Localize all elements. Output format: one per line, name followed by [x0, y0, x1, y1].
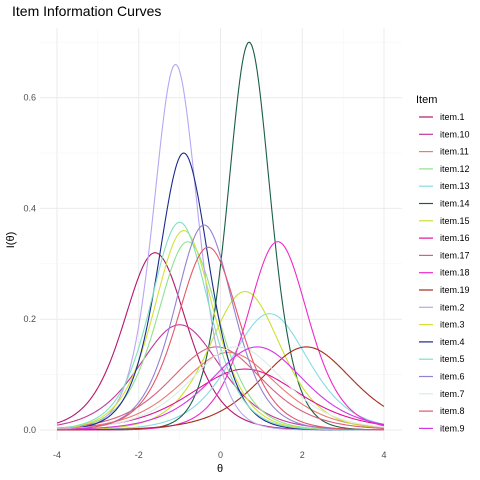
chart-title: Item Information Curves: [12, 3, 161, 19]
curve-item-9: [56, 346, 385, 431]
y-tick-label: 0.4: [23, 203, 36, 213]
y-axis-title: I(θ): [5, 232, 17, 249]
legend-label: item.5: [440, 354, 465, 364]
curve-item-7: [56, 346, 385, 430]
y-tick-label: 0.0: [23, 425, 36, 435]
legend-label: item.3: [440, 320, 465, 330]
grid: [40, 28, 402, 440]
legend-label: item.19: [440, 285, 470, 295]
legend-label: item.13: [440, 181, 470, 191]
legend-label: item.14: [440, 199, 470, 209]
x-tick-label: -2: [135, 450, 143, 460]
legend-label: item.6: [440, 372, 465, 382]
legend-label: item.11: [440, 147, 469, 157]
y-tick-label: 0.6: [23, 93, 36, 103]
y-tick-label: 0.2: [23, 314, 36, 324]
curves: [56, 41, 385, 431]
x-axis-ticks: -4 -2 0 2 4: [53, 450, 387, 460]
legend-label: item.9: [440, 423, 465, 433]
legend-title: Item: [416, 94, 437, 106]
legend-label: item.18: [440, 268, 470, 278]
legend-label: item.10: [440, 129, 470, 139]
curve-item-5: [56, 221, 384, 431]
y-axis-ticks: 0.0 0.2 0.4 0.6: [23, 93, 36, 435]
legend-label: item.12: [440, 164, 470, 174]
legend-label: item.17: [440, 250, 470, 260]
legend-label: item.2: [440, 302, 465, 312]
legend-label: item.8: [440, 406, 465, 416]
legend-label: item.4: [440, 337, 465, 347]
legend-label: item.16: [440, 233, 470, 243]
x-tick-label: 4: [381, 450, 386, 460]
x-tick-label: -4: [53, 450, 61, 460]
curve-item-8: [56, 246, 385, 431]
legend-label: item.15: [440, 216, 470, 226]
x-tick-label: 2: [300, 450, 305, 460]
legend-label: item.7: [440, 389, 465, 399]
x-tick-label: 0: [218, 450, 223, 460]
legend-label: item.1: [440, 112, 465, 122]
legend: item.1 item.10 item.11 item.12 item.13 item.1…: [419, 112, 470, 433]
x-axis-title: θ: [217, 463, 223, 475]
curve-item-19: [56, 346, 385, 431]
